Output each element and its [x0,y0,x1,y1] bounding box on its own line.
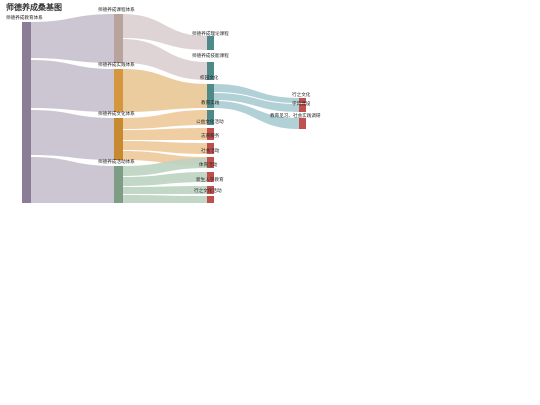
label-skill: 师德养成技能课程 [192,52,229,59]
node-party[interactable] [207,196,214,203]
sankey-links [31,14,299,203]
node-public[interactable] [207,128,214,140]
label-newborn: 新生入学教育 [196,176,224,183]
sankey-nodes [22,14,306,203]
link-culture-service [123,110,207,129]
node-course[interactable] [114,14,123,63]
link-culture-volunteer [123,141,207,154]
link-campus-act-c [214,101,299,129]
node-act-a[interactable] [299,98,306,103]
label-volunteer: 志愿服务 [201,132,220,139]
link-root-practice [31,60,114,112]
link-activity-extra [123,195,207,203]
link-root-course [31,14,114,63]
diagram-title: 师德养成桑基图 [6,3,62,12]
node-sports[interactable] [207,172,214,182]
node-act-c[interactable] [299,118,306,129]
label-campus: 校园文化 [200,74,219,81]
label-theory: 师德养成理论课程 [192,30,229,37]
label-sports: 体育活动 [199,161,218,168]
node-practice[interactable] [114,69,123,112]
link-course-theory [123,14,207,50]
label-act-a: 行之文化 [292,91,311,98]
link-activity-party [123,186,207,194]
label-act-c: 教育见习、社会实践调研 [270,112,321,119]
label-practice: 师德养成实践体系 [98,61,135,68]
node-act-b[interactable] [299,104,306,112]
node-skill[interactable] [207,62,214,80]
link-activity-newborn [123,172,207,186]
link-root-activity [31,157,114,203]
label-course: 师德养成课程体系 [98,6,135,13]
node-activity[interactable] [114,166,123,203]
label-public: 公益文化活动 [196,118,224,125]
node-volunteer[interactable] [207,143,214,154]
node-service[interactable] [207,110,214,125]
node-newborn[interactable] [207,186,214,194]
link-campus-act-b [214,93,299,112]
label-service: 教育实践 [201,99,220,106]
link-campus-act-a [214,84,299,103]
link-root-culture [31,110,114,160]
node-campus[interactable] [207,84,214,108]
node-root[interactable] [22,22,31,203]
label-act-b: 学风建设 [292,100,311,107]
node-social[interactable] [207,157,214,168]
label-root: 师德养成教育体系 [6,14,43,21]
label-social: 社会活动 [201,147,220,154]
link-activity-sports [123,158,207,176]
link-culture-public [123,128,207,140]
link-practice-campus [123,69,207,112]
link-course-skill [123,39,207,80]
label-activity: 师德养成活动体系 [98,158,135,165]
node-culture[interactable] [114,118,123,160]
label-culture: 师德养成文化体系 [98,110,135,117]
node-theory[interactable] [207,36,214,50]
sankey-labels: 师德养成教育体系 师德养成课程体系 师德养成实践体系 师德养成文化体系 师德养成… [6,6,321,194]
label-party: 行之文化活动 [194,187,222,194]
